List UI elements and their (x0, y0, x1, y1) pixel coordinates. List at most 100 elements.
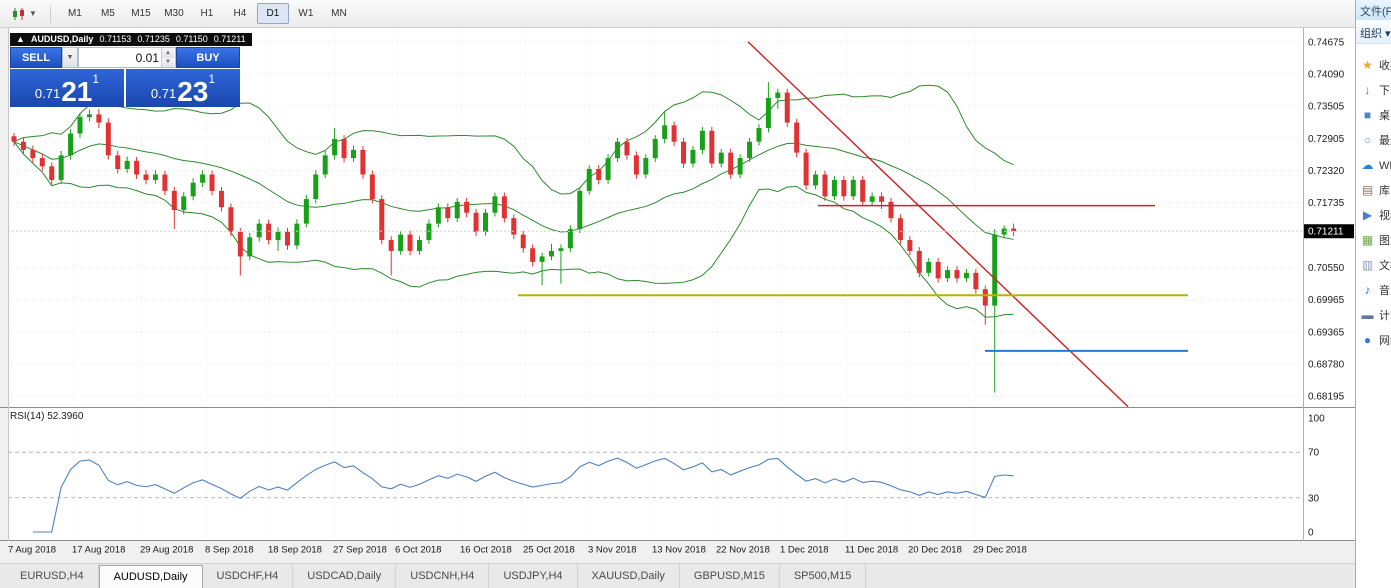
svg-text:8 Sep 2018: 8 Sep 2018 (205, 545, 254, 556)
explorer-item[interactable]: ● 网络 (1356, 327, 1391, 352)
tab-sp500-m15[interactable]: SP500,M15 (780, 564, 867, 588)
explorer-item-label: 音乐 (1379, 284, 1391, 297)
svg-text:70: 70 (1308, 448, 1320, 459)
sell-button[interactable]: SELL (10, 47, 62, 68)
buy-button[interactable]: BUY (176, 47, 240, 68)
explorer-item[interactable]: ♪ 音乐 (1356, 277, 1391, 302)
sell-price-prefix: 0.71 (34, 86, 61, 101)
explorer-item[interactable]: ▶ 视频 (1356, 202, 1391, 227)
explorer-item[interactable]: ■ 桌面 (1356, 102, 1391, 127)
explorer-item[interactable]: ○ 最近访问的位置 (1356, 127, 1391, 152)
explorer-item-label: 下载 (1379, 84, 1391, 97)
explorer-item[interactable]: ▦ 图片 (1356, 227, 1391, 252)
timeframe-w1[interactable]: W1 (298, 8, 314, 19)
svg-text:0.68195: 0.68195 (1308, 392, 1345, 403)
music-icon: ♪ (1364, 282, 1371, 297)
timeframe-mn[interactable]: MN (331, 8, 347, 19)
document-icon: ▥ (1361, 257, 1374, 272)
buy-price-main: 23 (177, 76, 209, 108)
svg-text:0.69965: 0.69965 (1308, 295, 1345, 306)
library-icon: ▤ (1361, 182, 1374, 197)
tab-usdchf-h4[interactable]: USDCHF,H4 (203, 564, 294, 588)
sell-price-panel[interactable]: 0.71 21 1 (10, 69, 124, 107)
chart-symbol-label: AUDUSD,Daily (30, 34, 94, 44)
bollinger-upper-line (13, 84, 1014, 195)
computer-icon: ▬ (1361, 307, 1374, 322)
explorer-window: 文件(F) 组织 ▾ ★收藏夹↓下载■桌面○最近访问的位置☁WPS网盘▤库▶视频… (1355, 0, 1391, 588)
tab-usdjpy-h4[interactable]: USDJPY,H4 (489, 564, 578, 588)
tab-usdcad-daily[interactable]: USDCAD,Daily (293, 564, 397, 588)
tab-audusd-daily[interactable]: AUDUSD,Daily (98, 565, 203, 588)
svg-text:17 Aug 2018: 17 Aug 2018 (72, 545, 125, 556)
bollinger-lower-line (13, 141, 1014, 318)
timeframe-m5[interactable]: M5 (100, 8, 115, 19)
chart-area[interactable]: 0.746750.740900.735050.729050.723200.717… (0, 28, 1356, 557)
current-price-value: 0.71211 (1308, 227, 1344, 238)
top-toolbar: ▼ M1 M5 M15 M30 H1 H4 D1 W1 MN (0, 0, 1391, 28)
explorer-file-menu[interactable]: 文件(F) (1356, 0, 1391, 20)
svg-text:29 Dec 2018: 29 Dec 2018 (973, 545, 1027, 556)
volume-stepper[interactable]: ▲ ▼ (161, 48, 174, 67)
explorer-item-label: 计算机 (1379, 309, 1391, 322)
timeframe-h1[interactable]: H1 (200, 8, 214, 19)
svg-text:0.70550: 0.70550 (1308, 263, 1345, 274)
timeframe-m15[interactable]: M15 (131, 8, 151, 19)
ohlc-close: 0.71211 (213, 34, 246, 44)
bollinger-middle-line (13, 141, 1014, 240)
explorer-item-label: 桌面 (1379, 109, 1391, 122)
explorer-item[interactable]: ↓ 下载 (1356, 77, 1391, 102)
svg-text:0.71735: 0.71735 (1308, 198, 1345, 209)
svg-text:0.68780: 0.68780 (1308, 360, 1345, 371)
descending-trendline[interactable] (747, 41, 1129, 408)
timeframe-d1[interactable]: D1 (256, 3, 289, 24)
svg-text:0.74090: 0.74090 (1308, 69, 1345, 80)
download-icon: ↓ (1364, 82, 1371, 97)
svg-text:7 Aug 2018: 7 Aug 2018 (8, 545, 56, 556)
explorer-item-label: 库 (1379, 184, 1390, 197)
volume-value: 0.01 (135, 50, 159, 65)
tab-gbpusd-m15[interactable]: GBPUSD,M15 (680, 564, 780, 588)
explorer-item-label: 文档 (1379, 259, 1391, 272)
rsi-indicator-label: RSI(14) 52.3960 (10, 411, 84, 422)
image-icon: ▦ (1361, 232, 1374, 247)
explorer-organize-button[interactable]: 组织 ▾ (1356, 20, 1391, 44)
timeframe-m30[interactable]: M30 (164, 8, 184, 19)
svg-text:27 Sep 2018: 27 Sep 2018 (333, 545, 387, 556)
volume-dropdown-button[interactable]: ▼ (62, 47, 78, 68)
timeframe-m1[interactable]: M1 (67, 8, 82, 19)
explorer-item[interactable]: ★ 收藏夹 (1356, 52, 1391, 77)
candles-layer (11, 82, 1017, 393)
chart-type-button[interactable]: ▼ (6, 4, 42, 24)
star-icon: ★ (1362, 57, 1373, 72)
ohlc-open: 0.71153 (99, 34, 132, 44)
explorer-item[interactable]: ▤ 库 (1356, 177, 1391, 202)
svg-text:0.73505: 0.73505 (1308, 101, 1345, 112)
svg-text:3 Nov 2018: 3 Nov 2018 (588, 545, 637, 556)
explorer-item[interactable]: ▥ 文档 (1356, 252, 1391, 277)
tab-xauusd-daily[interactable]: XAUUSD,Daily (578, 564, 680, 588)
svg-text:0: 0 (1308, 528, 1314, 539)
svg-text:6 Oct 2018: 6 Oct 2018 (395, 545, 441, 556)
network-icon: ● (1363, 332, 1372, 347)
timeframe-h4[interactable]: H4 (233, 8, 247, 19)
svg-text:29 Aug 2018: 29 Aug 2018 (140, 545, 193, 556)
svg-text:13 Nov 2018: 13 Nov 2018 (652, 545, 706, 556)
explorer-item[interactable]: ☁ WPS网盘 (1356, 152, 1391, 177)
explorer-item-label: 收藏夹 (1379, 59, 1391, 72)
date-axis[interactable]: 7 Aug 2018 17 Aug 2018 29 Aug 2018 8 Sep 20… (8, 545, 1027, 556)
explorer-item-label: 图片 (1379, 234, 1391, 247)
cloud-icon: ☁ (1361, 157, 1374, 172)
buy-price-panel[interactable]: 0.71 23 1 (126, 69, 240, 107)
tab-usdcnh-h4[interactable]: USDCNH,H4 (396, 564, 490, 588)
chart-window-title[interactable]: ▲ AUDUSD,Daily 0.71153 0.71235 0.71150 0… (10, 33, 252, 46)
explorer-item[interactable]: ▬ 计算机 (1356, 302, 1391, 327)
explorer-items: ★收藏夹↓下载■桌面○最近访问的位置☁WPS网盘▤库▶视频▦图片▥文档♪音乐▬计… (1356, 44, 1391, 352)
svg-text:0.72905: 0.72905 (1308, 134, 1345, 145)
tab-eurusd-h4[interactable]: EURUSD,H4 (6, 564, 99, 588)
price-axis[interactable]: 0.74675 0.74090 0.73505 0.72905 0.72320 0.717… (1308, 38, 1345, 403)
volume-input[interactable]: 0.01 ▲ ▼ (78, 47, 176, 68)
rsi-line (32, 457, 1014, 533)
timeframe-bar: M1 M5 M15 M30 H1 H4 D1 W1 MN (59, 3, 356, 24)
collapse-arrow-icon[interactable]: ▲ (16, 34, 25, 44)
video-icon: ▶ (1362, 207, 1373, 222)
